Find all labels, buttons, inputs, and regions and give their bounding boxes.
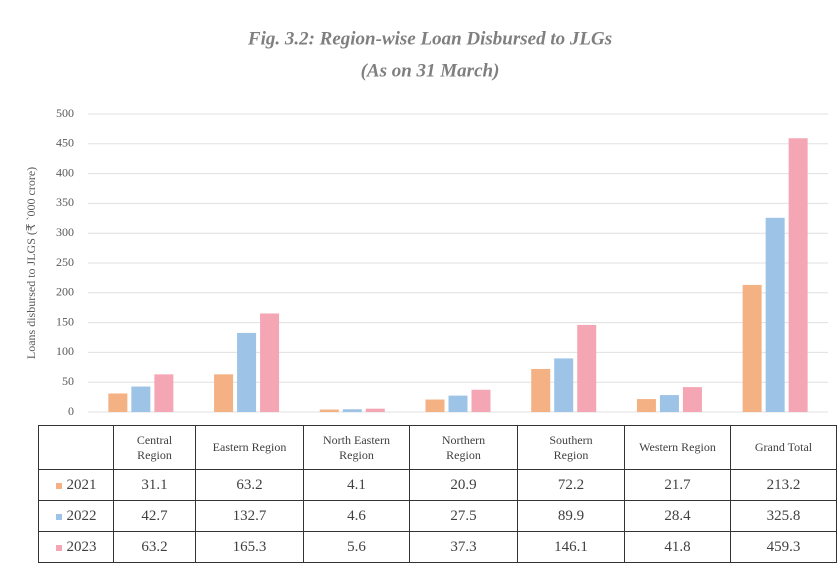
category-cell: Southern Region bbox=[517, 425, 625, 470]
bar bbox=[342, 409, 362, 412]
bar bbox=[742, 284, 762, 412]
value-cell: 20.9 bbox=[409, 469, 518, 501]
value-cell: 21.7 bbox=[624, 469, 731, 501]
bar bbox=[577, 324, 597, 412]
category-cell: Central Region bbox=[113, 425, 196, 470]
chart-subtitle: (As on 31 March) bbox=[361, 60, 500, 81]
chart-title: Fig. 3.2: Region-wise Loan Disbursed to … bbox=[247, 28, 612, 49]
legend-label: 2022 bbox=[66, 507, 97, 524]
y-tick-label: 250 bbox=[56, 255, 74, 269]
table-row: 2023 63.2 165.3 5.6 37.3 146.1 41.8 459.3 bbox=[38, 531, 837, 563]
category-cell: Western Region bbox=[624, 425, 731, 470]
category-label: North Eastern Region bbox=[323, 432, 390, 462]
y-tick-label: 450 bbox=[56, 136, 74, 150]
legend-cell: 2023 bbox=[38, 531, 114, 563]
category-label: Northern Region bbox=[441, 432, 486, 462]
bar bbox=[788, 138, 808, 412]
y-tick-label: 300 bbox=[56, 225, 74, 239]
bar bbox=[131, 386, 151, 412]
value-cell: 132.7 bbox=[195, 500, 304, 532]
value-cell: 28.4 bbox=[624, 500, 731, 532]
value-cell: 42.7 bbox=[113, 500, 196, 532]
category-label: Grand Total bbox=[754, 440, 813, 454]
bar bbox=[554, 358, 574, 412]
bar bbox=[214, 374, 234, 412]
value-cell: 31.1 bbox=[113, 469, 196, 501]
value-cell: 72.2 bbox=[517, 469, 625, 501]
category-label: Southern Region bbox=[549, 432, 593, 462]
table-row: 2021 31.1 63.2 4.1 20.9 72.2 21.7 213.2 bbox=[38, 469, 837, 501]
y-tick-label: 50 bbox=[62, 374, 74, 388]
bar bbox=[237, 332, 257, 412]
value-cell: 63.2 bbox=[113, 531, 196, 563]
value-cell: 5.6 bbox=[303, 531, 410, 563]
category-cell: Northern Region bbox=[409, 425, 518, 470]
value-cell: 37.3 bbox=[409, 531, 518, 563]
y-tick-label: 200 bbox=[56, 285, 74, 299]
category-label: Western Region bbox=[639, 440, 716, 454]
value-cell: 27.5 bbox=[409, 500, 518, 532]
bar bbox=[448, 395, 468, 412]
bar bbox=[765, 217, 785, 412]
category-cell: North Eastern Region bbox=[303, 425, 410, 470]
bar bbox=[108, 393, 128, 412]
legend-marker bbox=[55, 513, 62, 520]
bar bbox=[659, 395, 679, 412]
legend-cell: 2021 bbox=[38, 469, 114, 501]
category-cell: Grand Total bbox=[730, 425, 837, 470]
data-table: Central Region Eastern Region North Easter… bbox=[38, 425, 837, 563]
bar bbox=[531, 368, 551, 412]
legend-label: 2021 bbox=[66, 476, 97, 493]
table-row: 2022 42.7 132.7 4.6 27.5 89.9 28.4 325.8 bbox=[38, 500, 837, 532]
value-cell: 4.6 bbox=[303, 500, 410, 532]
category-cell: Eastern Region bbox=[195, 425, 304, 470]
value-cell: 459.3 bbox=[730, 531, 837, 563]
value-cell: 63.2 bbox=[195, 469, 304, 501]
value-cell: 165.3 bbox=[195, 531, 304, 563]
bar bbox=[154, 374, 174, 412]
category-label: Eastern Region bbox=[212, 440, 287, 454]
y-tick-label: 350 bbox=[56, 195, 74, 209]
value-cell: 4.1 bbox=[303, 469, 410, 501]
table-corner bbox=[38, 425, 114, 470]
bar bbox=[636, 399, 656, 412]
y-tick-label: 0 bbox=[68, 404, 74, 418]
bar bbox=[425, 399, 445, 412]
legend-marker bbox=[55, 544, 62, 551]
bar bbox=[471, 389, 491, 412]
legend-cell: 2022 bbox=[38, 500, 114, 532]
value-cell: 325.8 bbox=[730, 500, 837, 532]
table-header: Central Region Eastern Region North Easter… bbox=[38, 425, 837, 470]
y-tick-label: 150 bbox=[56, 314, 74, 328]
bar bbox=[260, 313, 280, 412]
y-tick-label: 400 bbox=[56, 165, 74, 179]
bar bbox=[319, 409, 339, 412]
y-tick-label: 100 bbox=[56, 344, 74, 358]
y-tick-label: 500 bbox=[56, 106, 74, 120]
bar bbox=[365, 408, 385, 412]
y-axis-label: Loans disbursed to JLGS (₹ `000 crore) bbox=[24, 167, 38, 359]
value-cell: 89.9 bbox=[517, 500, 625, 532]
legend-marker bbox=[55, 482, 62, 489]
value-cell: 146.1 bbox=[517, 531, 625, 563]
value-cell: 41.8 bbox=[624, 531, 731, 563]
category-label: Central Region bbox=[136, 432, 173, 462]
legend-label: 2023 bbox=[66, 538, 97, 555]
value-cell: 213.2 bbox=[730, 469, 837, 501]
bar bbox=[682, 387, 702, 412]
